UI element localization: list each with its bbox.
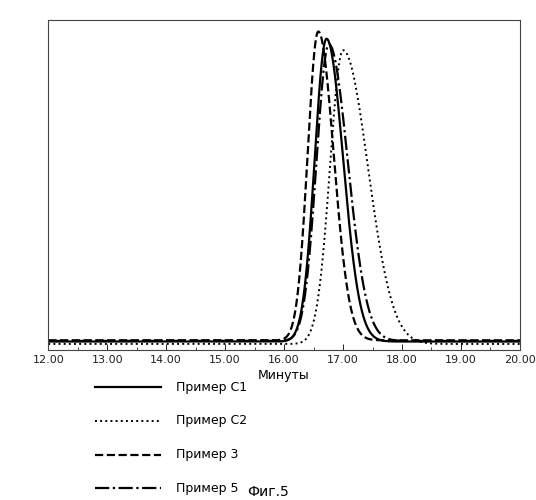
- Text: Фиг.5: Фиг.5: [247, 485, 289, 499]
- Text: Пример C1: Пример C1: [176, 380, 247, 394]
- Text: Пример C2: Пример C2: [176, 414, 247, 427]
- X-axis label: Минуты: Минуты: [258, 369, 310, 382]
- Text: Пример 3: Пример 3: [176, 448, 238, 461]
- Text: Пример 5: Пример 5: [176, 482, 238, 495]
